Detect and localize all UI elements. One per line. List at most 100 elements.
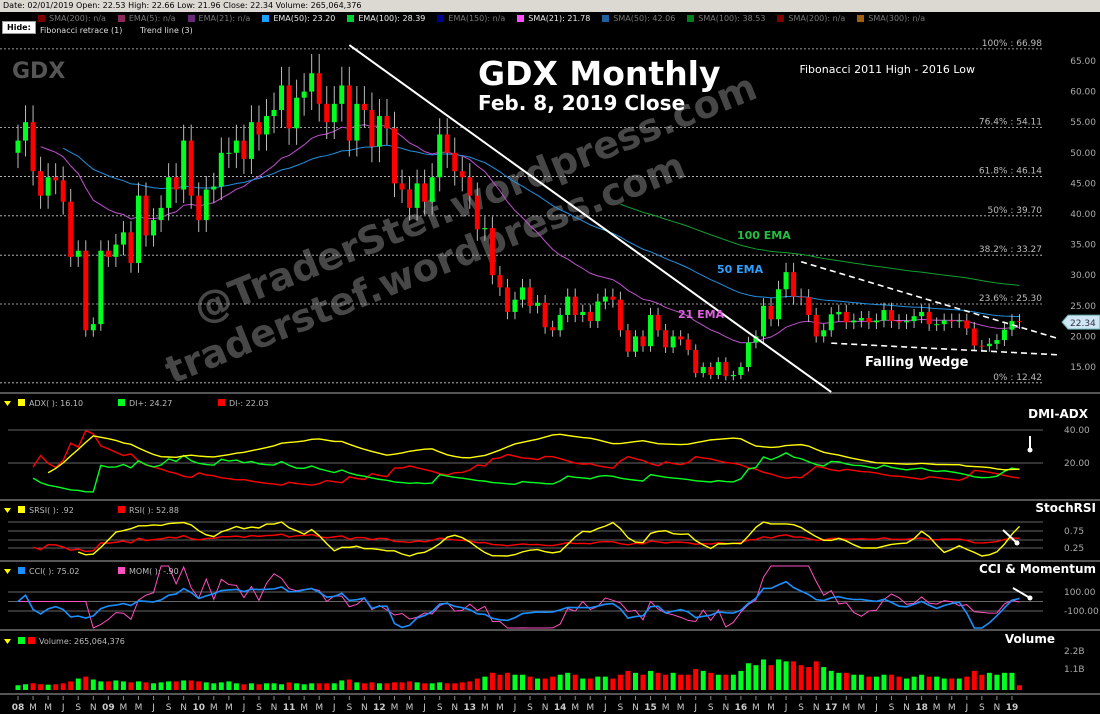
price-tick-label: 25.00 bbox=[1070, 302, 1096, 312]
volume-bar bbox=[361, 683, 367, 690]
candle-body bbox=[678, 336, 684, 340]
volume-bar bbox=[535, 678, 541, 690]
legend-item[interactable]: SMA(21): 21.78 bbox=[517, 14, 590, 23]
volume-bar bbox=[828, 670, 834, 690]
candle-body bbox=[241, 140, 247, 159]
volume-bar bbox=[15, 685, 21, 690]
candle-body bbox=[663, 330, 669, 348]
legend-item[interactable]: SMA(300): n/a bbox=[857, 14, 925, 23]
last-price-tag bbox=[1061, 314, 1100, 330]
volume-bar bbox=[768, 665, 774, 690]
candle-body bbox=[399, 183, 405, 190]
volume-bar bbox=[392, 682, 397, 690]
volume-bar bbox=[896, 676, 902, 690]
x-tick-label: 12 bbox=[373, 703, 386, 713]
legend-row: SMA(200): n/a EMA(5): n/a EMA(21): n/a EMA(… bbox=[38, 14, 925, 23]
x-tick-label: J bbox=[242, 703, 246, 713]
volume-bar bbox=[226, 681, 232, 690]
x-tick-label: N bbox=[361, 703, 368, 713]
candle-body bbox=[813, 314, 819, 337]
x-tick-label: N bbox=[903, 703, 910, 713]
x-tick-label: S bbox=[527, 703, 533, 713]
arrow-head-icon bbox=[1014, 540, 1020, 546]
x-tick-label: M bbox=[120, 703, 128, 713]
candle-body bbox=[926, 311, 932, 325]
volume-bar bbox=[663, 674, 669, 690]
volume-bar bbox=[233, 683, 239, 690]
candle-body bbox=[572, 296, 578, 315]
x-tick-label: J bbox=[603, 703, 607, 713]
volume-bar bbox=[941, 678, 947, 690]
x-tick-label: M bbox=[662, 703, 670, 713]
overlay-trendline[interactable]: Trend line (3) bbox=[140, 26, 193, 35]
watermark: traderstef.wordpress.com bbox=[159, 143, 691, 392]
candle-body bbox=[956, 320, 962, 322]
legend-item[interactable]: EMA(150): n/a bbox=[437, 14, 505, 23]
legend-item[interactable]: SMA(50): 42.06 bbox=[602, 14, 675, 23]
x-tick-label: M bbox=[842, 703, 850, 713]
candle-body bbox=[376, 116, 382, 147]
legend-item[interactable]: EMA(50): 23.20 bbox=[262, 14, 335, 23]
legend-swatch bbox=[437, 15, 445, 22]
price-tick-label: 65.00 bbox=[1070, 57, 1096, 67]
adx-line bbox=[47, 433, 1020, 474]
x-tick-label: M bbox=[481, 703, 489, 713]
volume-bar bbox=[68, 681, 74, 690]
hide-button[interactable]: Hide: bbox=[2, 21, 36, 34]
chart-annotation: 100 EMA bbox=[737, 229, 791, 242]
candle-body bbox=[354, 103, 360, 141]
pane-tick-label: 0.25 bbox=[1064, 544, 1084, 554]
volume-bar bbox=[414, 682, 420, 690]
x-tick-label: N bbox=[90, 703, 97, 713]
volume-bar bbox=[218, 682, 224, 690]
x-tick-label: 11 bbox=[283, 703, 296, 713]
volume-bar bbox=[580, 678, 586, 690]
volume-bar bbox=[203, 682, 209, 690]
arrow-head-icon bbox=[1027, 595, 1033, 601]
legend-item[interactable]: SMA(200): n/a bbox=[38, 14, 106, 23]
candle-body bbox=[437, 134, 443, 178]
x-tick-label: M bbox=[315, 703, 323, 713]
candle-body bbox=[30, 122, 36, 172]
volume-bar bbox=[873, 676, 879, 690]
candle-body bbox=[196, 195, 202, 221]
candle-body bbox=[158, 207, 164, 221]
candle-body bbox=[429, 177, 435, 202]
legend-item[interactable]: EMA(5): n/a bbox=[117, 14, 176, 23]
candle-body bbox=[745, 342, 751, 367]
candle-body bbox=[971, 328, 977, 346]
volume-bar bbox=[776, 659, 782, 690]
x-tick-label: 18 bbox=[915, 703, 928, 713]
x-tick-label: 16 bbox=[735, 703, 748, 713]
candle-body bbox=[271, 109, 277, 117]
candle-body bbox=[45, 177, 51, 196]
candle-body bbox=[256, 122, 262, 135]
candle-body bbox=[1001, 329, 1007, 341]
candle-body bbox=[595, 301, 601, 322]
volume-bar bbox=[572, 674, 578, 690]
volume-bar bbox=[753, 665, 759, 690]
legend-label: EMA(5): n/a bbox=[128, 14, 176, 23]
pane-legend-swatch bbox=[18, 637, 25, 644]
volume-bar bbox=[105, 681, 111, 690]
legend-item[interactable]: EMA(21): n/a bbox=[187, 14, 250, 23]
volume-bar bbox=[83, 676, 89, 690]
legend-item[interactable]: SMA(200): n/a bbox=[777, 14, 845, 23]
candle-body bbox=[753, 336, 759, 343]
candle-body bbox=[331, 103, 337, 123]
volume-bar bbox=[986, 672, 992, 690]
candle-body bbox=[113, 244, 119, 257]
legend-item[interactable]: EMA(100): 28.39 bbox=[347, 14, 425, 23]
volume-bar bbox=[241, 684, 247, 690]
volume-bar bbox=[376, 683, 382, 690]
volume-bar bbox=[595, 676, 601, 690]
volume-bar bbox=[964, 676, 970, 690]
candle-body bbox=[602, 296, 608, 302]
legend-item[interactable]: SMA(100): 38.53 bbox=[687, 14, 765, 23]
candle-body bbox=[151, 220, 157, 236]
volume-bar bbox=[858, 674, 864, 690]
overlay-fibonacci[interactable]: Fibonacci retrace (1) bbox=[40, 26, 123, 35]
pane-tick-label: 40.00 bbox=[1064, 426, 1090, 436]
candle-body bbox=[858, 318, 864, 321]
volume-bar bbox=[617, 674, 623, 690]
